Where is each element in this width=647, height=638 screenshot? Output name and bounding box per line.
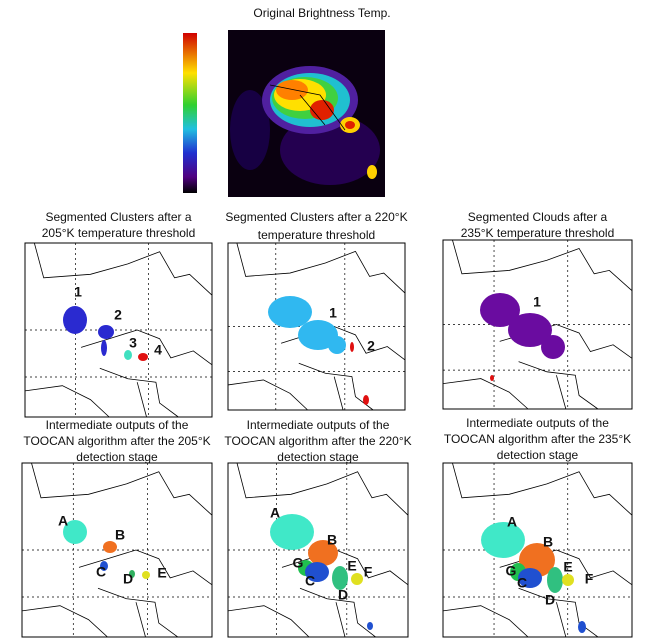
map-panel: 12: [228, 243, 405, 410]
map-panel: A B C D E: [22, 463, 212, 637]
cloud-cluster: [138, 353, 148, 361]
panel-title: TOOCAN algorithm after the 220°K: [224, 434, 411, 448]
cloud-cluster: [490, 375, 494, 381]
cluster-label: D: [123, 571, 133, 587]
cloud-cluster: [481, 522, 525, 558]
panel-title: 235°K temperature threshold: [461, 226, 615, 240]
panel-title: detection stage: [277, 450, 359, 464]
cloud-cluster: [103, 541, 117, 553]
cloud-cluster: [367, 622, 373, 630]
cluster-label: E: [347, 558, 356, 574]
cluster-label: 3: [129, 335, 137, 351]
cluster-label: B: [543, 534, 553, 550]
cloud-cluster: [351, 573, 363, 585]
cluster-label: 1: [533, 294, 541, 310]
cluster-label: C: [305, 573, 315, 589]
figure: Original Brightness Temp. Segmented Clus…: [0, 0, 647, 638]
cluster-label: E: [563, 559, 572, 575]
panel-title: Segmented Clusters after a: [45, 210, 191, 224]
brightness-image: [228, 30, 385, 197]
cluster-label: C: [517, 575, 527, 591]
top-title: Original Brightness Temp.: [253, 6, 390, 20]
cluster-label: D: [545, 592, 555, 608]
colorbar: [183, 33, 197, 193]
cluster-label: F: [364, 564, 373, 580]
cloud-cluster: [98, 325, 114, 339]
panel-title: 205°K temperature threshold: [42, 226, 196, 240]
cluster-label: 1: [329, 305, 337, 321]
panel-title: TOOCAN algorithm after the 235°K: [444, 432, 631, 446]
map-frame: [25, 243, 212, 417]
panel-title: detection stage: [497, 448, 579, 462]
panel-title: TOOCAN algorithm after the 205°K: [23, 434, 210, 448]
cluster-label: G: [506, 563, 517, 579]
cloud-cluster: [142, 571, 150, 579]
cloud-cluster: [541, 335, 565, 359]
panel-title: Intermediate outputs of the: [466, 416, 609, 430]
cluster-label: G: [293, 555, 304, 571]
map-panel: 1: [443, 240, 632, 409]
cluster-label: E: [157, 565, 166, 581]
cloud-cluster: [124, 350, 132, 360]
panel-title: temperature threshold: [258, 228, 375, 242]
cluster-label: D: [338, 587, 348, 603]
map-panel: 1 23 4: [25, 243, 212, 417]
cloud-cluster: [328, 336, 346, 354]
panel-title: Intermediate outputs of the: [46, 418, 189, 432]
cloud-cluster: [363, 395, 369, 405]
cloud-cluster: [547, 567, 563, 593]
cluster-label: F: [585, 571, 594, 587]
cluster-label: 4: [154, 342, 162, 358]
cluster-label: 2: [114, 307, 122, 323]
cloud-cluster: [63, 306, 87, 334]
panel-title: Segmented Clouds after a: [468, 210, 608, 224]
cluster-label: 1: [74, 284, 82, 300]
cloud-cluster: [101, 340, 107, 356]
cluster-label: B: [327, 532, 337, 548]
cluster-label: C: [96, 564, 106, 580]
cluster-label: 2: [367, 338, 375, 354]
cluster-label: B: [115, 527, 125, 543]
cloud-cluster: [350, 342, 354, 352]
cloud-cluster: [268, 296, 312, 328]
panel-title: Segmented Clusters after a 220°K: [225, 210, 407, 224]
cluster-label: A: [270, 505, 280, 521]
panel-title: detection stage: [76, 450, 158, 464]
cluster-label: A: [507, 514, 517, 530]
cluster-label: A: [58, 513, 68, 529]
map-panel: A B GC EF D: [443, 463, 632, 637]
cloud-cluster: [578, 621, 586, 633]
cloud-cluster: [562, 574, 574, 586]
panel-title: Intermediate outputs of the: [247, 418, 390, 432]
